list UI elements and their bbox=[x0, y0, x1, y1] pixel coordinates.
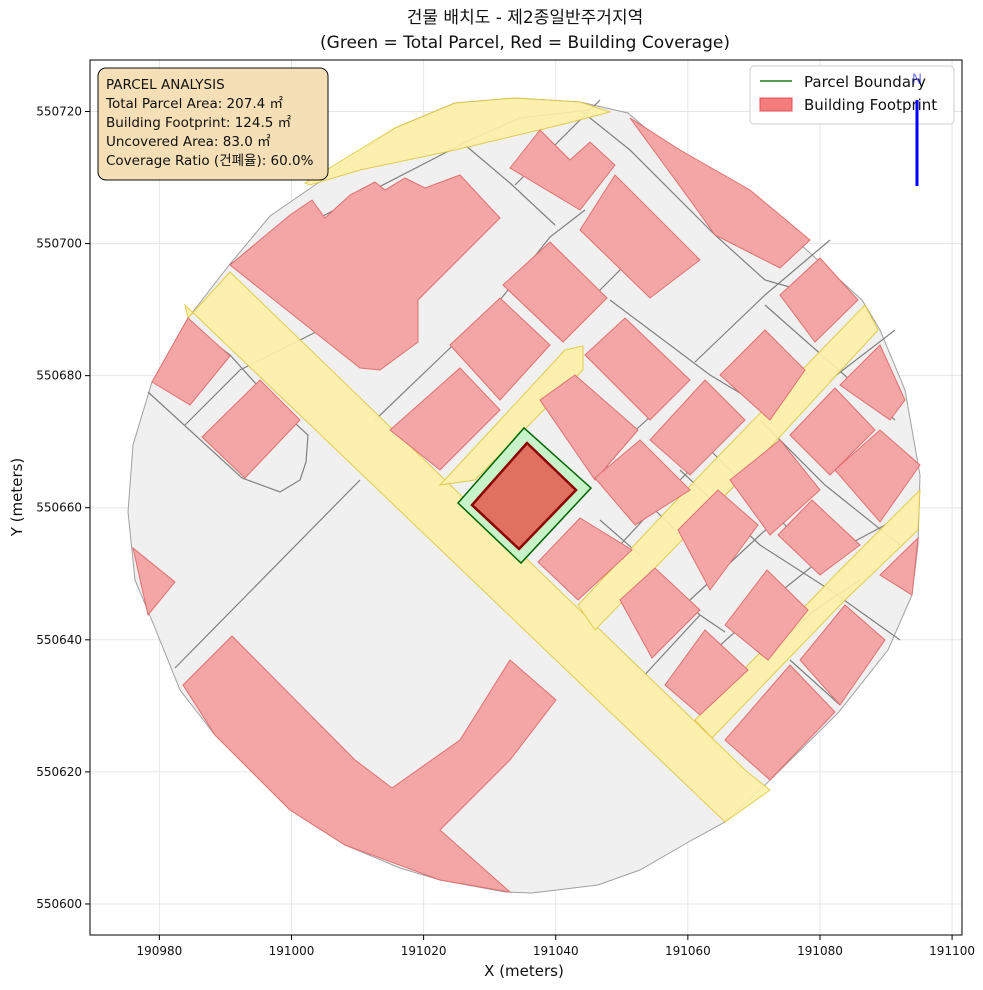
x-tick-label: 191020 bbox=[401, 944, 447, 958]
road-top-arc bbox=[303, 97, 612, 186]
roads bbox=[184, 97, 921, 823]
parcel-analysis-box: PARCEL ANALYSIS Total Parcel Area: 207.4… bbox=[97, 67, 329, 181]
road-diagonal-east bbox=[577, 304, 879, 631]
map-content bbox=[127, 97, 921, 894]
y-tick-label: 550660 bbox=[36, 501, 82, 515]
y-tick-label: 550720 bbox=[36, 105, 82, 119]
x-tick-label: 191060 bbox=[665, 944, 711, 958]
title-line1: 건물 배치도 - 제2종일반주거지역 bbox=[407, 8, 643, 28]
building-footprint bbox=[470, 441, 578, 551]
info-footprint: Building Footprint: 124.5 ㎡ bbox=[106, 115, 292, 131]
north-arrow-label: N bbox=[912, 72, 922, 88]
x-tick-label: 191080 bbox=[797, 944, 843, 958]
y-tick-label: 550700 bbox=[36, 237, 82, 251]
y-tick-label: 550640 bbox=[36, 633, 82, 647]
x-tick-label: 191040 bbox=[533, 944, 579, 958]
road-diagonal-southeast bbox=[694, 488, 921, 739]
info-coverage-ratio: Coverage Ratio (건폐율): 60.0% bbox=[106, 153, 314, 169]
plot-area bbox=[89, 59, 963, 936]
context-buildings bbox=[132, 117, 921, 893]
legend-parcel-label: Parcel Boundary bbox=[804, 73, 926, 91]
legend: Parcel Boundary Building Footprint bbox=[749, 65, 955, 125]
y-axis-label: Y (meters) bbox=[8, 458, 26, 538]
info-heading: PARCEL ANALYSIS bbox=[106, 77, 225, 93]
axes-border bbox=[89, 59, 963, 936]
x-axis-label: X (meters) bbox=[484, 962, 564, 980]
road-spur-north bbox=[438, 345, 584, 486]
x-axis-ticks: 190980 191000 191020 191040 191060 191080 1911… bbox=[136, 935, 975, 958]
y-tick-label: 550680 bbox=[36, 369, 82, 383]
legend-footprint-label: Building Footprint bbox=[804, 96, 937, 114]
legend-footprint-swatch bbox=[759, 97, 793, 112]
north-arrow: N bbox=[912, 72, 922, 186]
x-tick-label: 191100 bbox=[929, 944, 975, 958]
road-diagonal-main bbox=[184, 271, 771, 823]
y-tick-label: 550600 bbox=[36, 897, 82, 911]
y-axis-ticks: 550600 550620 550640 550660 550680 550700 5507… bbox=[36, 105, 90, 911]
title-line2: (Green = Total Parcel, Red = Building Co… bbox=[320, 33, 730, 53]
x-tick-label: 191000 bbox=[269, 944, 315, 958]
x-tick-label: 190980 bbox=[136, 944, 182, 958]
info-total-area: Total Parcel Area: 207.4 ㎡ bbox=[105, 96, 283, 112]
info-uncovered: Uncovered Area: 83.0 ㎡ bbox=[106, 134, 271, 150]
y-tick-label: 550620 bbox=[36, 765, 82, 779]
